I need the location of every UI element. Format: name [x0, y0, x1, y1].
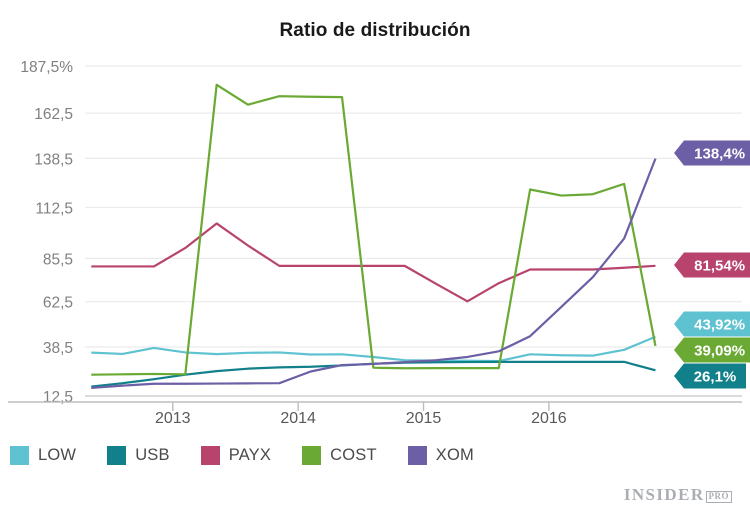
chart-legend: LOW USB PAYX COST XOM — [10, 446, 505, 465]
legend-swatch-low — [10, 446, 29, 465]
series-line-xom — [91, 158, 657, 389]
legend-swatch-payx — [200, 446, 220, 465]
x-axis-tick-label: 2015 — [406, 410, 442, 427]
callout-label: 81,54% — [694, 258, 745, 275]
gridlines — [85, 65, 742, 397]
legend-label: USB — [135, 446, 170, 464]
y-axis-tick-label: 162,5 — [34, 106, 73, 123]
x-axis-tick-label: 2013 — [155, 410, 191, 427]
y-axis-tick-label: 138,5 — [34, 151, 73, 168]
watermark-pro-badge: PRO — [705, 490, 732, 503]
legend-label: PAYX — [228, 446, 272, 464]
legend-item-payx[interactable]: PAYX — [200, 446, 272, 465]
callout-low: 43,92% — [674, 311, 750, 337]
callout-label: 43,92% — [694, 317, 745, 334]
callout-payx: 81,54% — [674, 252, 750, 278]
callout-badge — [674, 252, 750, 278]
legend-swatch-usb — [107, 446, 127, 465]
legend-swatch-xom — [407, 446, 427, 465]
y-axis-tick-label: 12,5 — [43, 389, 73, 406]
y-axis-tick-label: 62,5 — [43, 295, 73, 312]
x-axis-ticks — [172, 402, 550, 411]
watermark-text: INSIDER — [623, 485, 705, 504]
callout-usb: 26,1% — [674, 363, 746, 389]
y-axis-tick-label: 38,5 — [43, 340, 73, 357]
callout-cost: 39,09% — [674, 337, 750, 363]
series-line-cost — [91, 83, 657, 376]
insider-pro-watermark: INSIDER PRO — [624, 486, 732, 503]
callout-badge — [674, 311, 750, 337]
legend-item-usb[interactable]: USB — [107, 446, 170, 465]
y-axis-tick-labels: 187,5% 162,5 138,5 112,5 85,5 62,5 38,5 12,5 — [20, 59, 73, 406]
data-series-lines — [91, 83, 657, 389]
legend-item-xom[interactable]: XOM — [407, 446, 474, 465]
callout-badge — [674, 337, 750, 363]
legend-label: XOM — [435, 446, 474, 464]
legend-label: LOW — [38, 446, 77, 464]
legend-item-low[interactable]: LOW — [10, 446, 76, 465]
callout-badge — [674, 363, 746, 389]
end-value-callouts: 43,92% 26,1% 81,54% 39,09% 138,4% — [674, 140, 750, 389]
x-axis-tick-label: 2016 — [531, 410, 567, 427]
y-axis-tick-label: 85,5 — [43, 251, 73, 268]
x-axis-tick-label: 2014 — [280, 410, 316, 427]
legend-swatch-cost — [302, 446, 322, 465]
callout-label: 26,1% — [694, 369, 737, 386]
legend-item-cost[interactable]: COST — [302, 446, 377, 465]
callout-badge — [674, 140, 750, 166]
callout-label: 138,4% — [694, 146, 745, 163]
chart-title: Ratio de distribución — [279, 20, 471, 41]
x-axis-tick-labels: 2013 2014 2015 2016 — [155, 410, 567, 427]
callout-xom: 138,4% — [674, 140, 750, 166]
y-axis-tick-label: 187,5% — [20, 59, 73, 76]
series-line-low — [91, 335, 656, 363]
series-line-payx — [91, 222, 656, 303]
callout-label: 39,09% — [694, 343, 745, 360]
legend-label: COST — [330, 446, 377, 464]
y-axis-tick-label: 112,5 — [35, 200, 73, 217]
